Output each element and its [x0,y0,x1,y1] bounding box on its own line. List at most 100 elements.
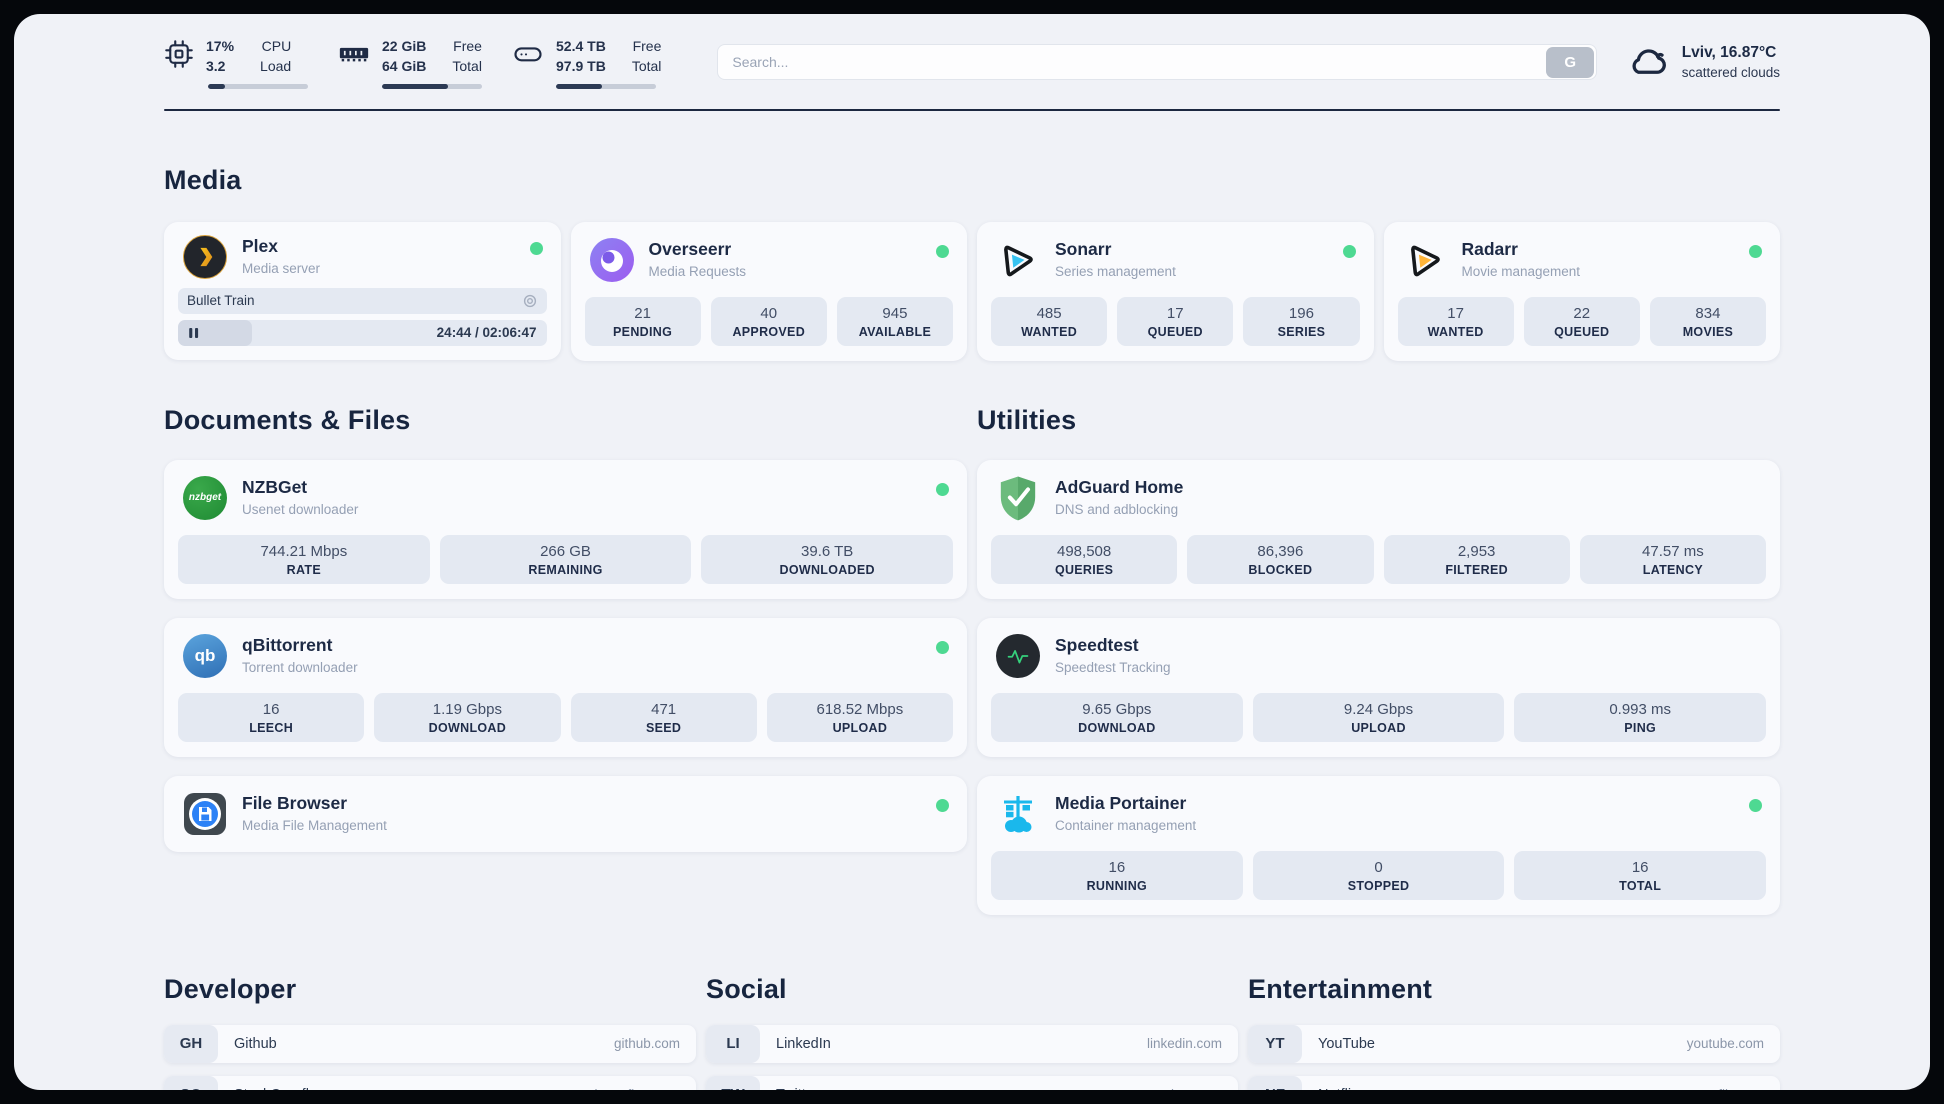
app-card-adguard[interactable]: AdGuard Home DNS and adblocking 498,508 … [977,459,1780,599]
stat-label: WANTED [1427,324,1484,339]
disk-progress-bar [556,83,656,89]
stat-label: APPROVED [732,324,806,339]
stat-tile: 618.52 Mbps UPLOAD [766,692,953,742]
section-title-documents: Documents & Files [164,404,411,435]
app-card-speedtest[interactable]: Speedtest Speedtest Tracking 9.65 Gbps D… [977,617,1780,757]
bookmark-linkedin[interactable]: LI LinkedIn linkedin.com [706,1024,1238,1063]
stat-value: 22 [1573,304,1591,322]
stat-label: RATE [286,562,321,577]
disk-free-label: Free [632,38,662,54]
stat-value: 945 [882,304,908,322]
stat-tile: 266 GB REMAINING [439,534,692,584]
entertainment-column: Entertainment YT YouTube youtube.com NF … [1248,934,1780,1090]
ram-free-label: Free [453,38,482,54]
stat-label: LEECH [249,720,294,735]
stat-value: 9.24 Gbps [1343,700,1414,718]
app-card-qbittorrent[interactable]: qb qBittorrent Torrent downloader 16 LEE… [164,617,967,757]
stat-tile: 86,396 BLOCKED [1187,534,1374,584]
status-dot [936,798,949,812]
stat-value: 16 [262,700,280,718]
app-card-overseerr[interactable]: Overseerr Media Requests 21 PENDING 40 A… [570,221,967,361]
stat-label: FILTERED [1445,562,1508,577]
bookmark-youtube[interactable]: YT YouTube youtube.com [1248,1024,1780,1063]
bookmark-name: Twitter [776,1087,819,1090]
status-dot [1749,798,1762,812]
stat-value: 39.6 TB [801,542,854,560]
stat-value: 17 [1447,304,1464,322]
stat-tile: 1.19 Gbps DOWNLOAD [374,692,561,742]
stat-label: SEED [646,720,682,735]
section-title-media: Media [164,164,242,195]
status-dot [1342,244,1356,258]
media-grid: Plex Media server Bullet Train [164,221,1780,361]
section-title-social: Social [706,973,787,1004]
cpu-usage-label: CPU [261,38,292,54]
ram-total-value: 64 GiB [382,58,427,75]
app-card-filebrowser[interactable]: File Browser Media File Management [164,775,967,852]
bookmark-badge: SO [164,1075,218,1090]
cpu-usage-value: 17% [206,38,235,54]
bookmark-badge: GH [164,1024,218,1063]
search-input[interactable] [717,44,1597,81]
search-bar: G [717,44,1597,81]
overseerr-icon [589,237,635,283]
app-card-nzbget[interactable]: nzbget NZBGet Usenet downloader 744.21 M… [164,459,967,599]
cpu-load-label: Load [260,58,292,75]
bookmark-twitter[interactable]: TW Twitter twitter.com [706,1075,1238,1090]
player-time: 24:44 / 02:06:47 [436,325,537,341]
stat-tile: 744.21 Mbps RATE [178,534,430,584]
app-card-sonarr[interactable]: Sonarr Series management 485 WANTED 17 Q… [977,221,1374,361]
weather-condition: scattered clouds [1681,64,1780,80]
utilities-column: Utilities AdGuard Home [977,361,1780,934]
weather-location-temp: Lviv, 16.87°C [1681,43,1777,61]
bookmark-badge: LI [706,1024,760,1063]
pause-button[interactable] [178,327,200,339]
bookmark-url: github.com [613,1036,680,1052]
app-subtitle: Speedtest Tracking [1055,660,1171,676]
weather-widget: Lviv, 16.87°C scattered clouds [1627,43,1780,82]
stat-value: 0.993 ms [1609,700,1672,718]
section-title-developer: Developer [164,973,297,1004]
app-name: AdGuard Home [1055,477,1184,498]
stat-value: 2,953 [1457,542,1496,560]
stat-tile: 21 PENDING [584,296,701,346]
speedtest-icon [995,633,1041,679]
stat-label: AVAILABLE [858,324,932,339]
stat-tile: 17 QUEUED [1117,296,1234,346]
stat-label: DOWNLOAD [428,720,507,735]
app-name: qBittorrent [242,635,333,656]
stat-tile: 16 RUNNING [991,850,1243,900]
social-column: Social LI LinkedIn linkedin.com TW Twitt… [706,934,1238,1090]
app-subtitle: Torrent downloader [242,660,358,676]
stat-value: 16 [1631,858,1649,876]
stat-tile: 485 WANTED [991,296,1108,346]
nzbget-icon: nzbget [182,475,228,521]
stat-value: 834 [1695,304,1721,322]
stat-value: 86,396 [1257,542,1304,560]
app-subtitle: Movie management [1461,264,1581,280]
system-stats: 17% 3.2 CPU Load [164,36,691,89]
bookmark-stackoverflow[interactable]: SO StackOverflow stackoverflow.com [164,1075,696,1090]
stat-tile: 9.24 Gbps UPLOAD [1252,692,1505,742]
search-engine-button[interactable]: G [1546,46,1595,78]
bookmark-url: twitter.com [1157,1087,1222,1090]
bookmark-name: Github [234,1035,277,1052]
cpu-progress-fill [208,83,225,89]
app-name: Sonarr [1055,239,1112,260]
stat-value: 17 [1166,304,1184,322]
stat-label: MOVIES [1682,324,1734,339]
stat-tile: 9.65 Gbps DOWNLOAD [991,692,1243,742]
bookmark-github[interactable]: GH Github github.com [164,1024,696,1063]
app-card-radarr[interactable]: Radarr Movie management 17 WANTED 22 QUE… [1383,221,1780,361]
disk-icon [512,39,544,74]
stat-tile: 16 TOTAL [1514,850,1767,900]
adguard-icon [995,475,1041,521]
settings-icon[interactable] [522,293,538,309]
bookmark-badge: NF [1248,1075,1302,1090]
disk-progress-fill [556,83,602,89]
app-card-portainer[interactable]: Media Portainer Container management 16 … [977,775,1780,915]
app-card-plex[interactable]: Plex Media server Bullet Train [164,221,561,360]
plex-icon [182,234,228,280]
bookmark-netflix[interactable]: NF Netflix netflix.com [1248,1075,1780,1090]
bookmark-url: youtube.com [1686,1036,1764,1052]
